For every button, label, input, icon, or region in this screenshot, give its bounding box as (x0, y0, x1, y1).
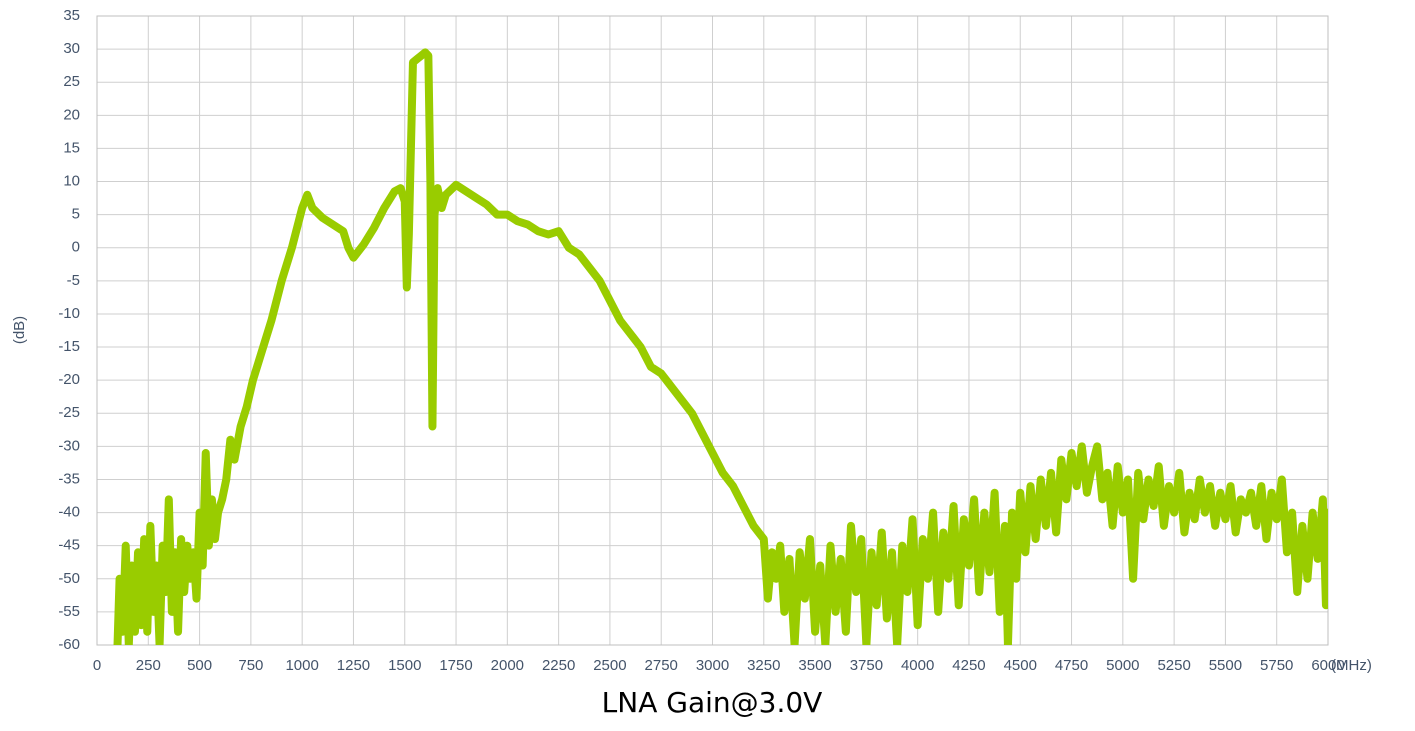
y-tick-label: 15 (63, 139, 80, 156)
x-tick-label: 1000 (285, 657, 318, 674)
data-line (113, 48, 1328, 645)
x-tick-label: 4500 (1004, 657, 1037, 674)
grid (96, 15, 1329, 646)
y-tick-label: 35 (63, 7, 80, 24)
y-tick-label: 30 (63, 40, 80, 57)
x-tick-label: 250 (136, 657, 161, 674)
x-axis-label: (MHz) (1331, 657, 1372, 674)
chart-title: LNA Gain@3.0V (602, 686, 823, 719)
x-tick-label: 4250 (952, 657, 985, 674)
y-tick-label: -25 (58, 404, 80, 421)
x-tick-label: 3500 (798, 657, 831, 674)
x-tick-label: 5250 (1157, 657, 1190, 674)
x-tick-label: 6000 (1311, 657, 1344, 674)
y-tick-label: 10 (63, 172, 80, 189)
x-tick-label: 750 (238, 657, 263, 674)
x-tick-label: 500 (187, 657, 212, 674)
y-axis-label: (dB) (11, 316, 28, 344)
y-tick-label: -5 (67, 272, 80, 289)
x-tick-label: 2250 (542, 657, 575, 674)
x-tick-label: 0 (93, 657, 101, 674)
x-tick-label: 1500 (388, 657, 421, 674)
y-tick-label: 0 (72, 239, 80, 256)
y-tick-label: -40 (58, 504, 80, 521)
x-tick-label: 1750 (439, 657, 472, 674)
x-tick-label: 2750 (645, 657, 678, 674)
x-tick-label: 4000 (901, 657, 934, 674)
x-tick-label: 5500 (1209, 657, 1242, 674)
x-tick-label: 1250 (337, 657, 370, 674)
x-tick-label: 5000 (1106, 657, 1139, 674)
x-tick-label: 5750 (1260, 657, 1293, 674)
y-tick-label: 25 (63, 73, 80, 90)
y-tick-label: -15 (58, 338, 80, 355)
x-tick-label: 3250 (747, 657, 780, 674)
y-tick-label: -10 (58, 305, 80, 322)
y-tick-label: -30 (58, 437, 80, 454)
y-tick-label: -50 (58, 570, 80, 587)
y-tick-label: 5 (72, 206, 80, 223)
x-tick-label: 2000 (491, 657, 524, 674)
x-tick-label: 3750 (850, 657, 883, 674)
plot-border (96, 15, 1329, 646)
y-tick-label: -45 (58, 537, 80, 554)
x-tick-label: 4750 (1055, 657, 1088, 674)
y-tick-label: -20 (58, 371, 80, 388)
y-tick-label: -55 (58, 603, 80, 620)
y-tick-label: 20 (63, 106, 80, 123)
x-tick-label: 3000 (696, 657, 729, 674)
y-tick-label: -35 (58, 470, 80, 487)
x-tick-label: 2500 (593, 657, 626, 674)
y-tick-label: -60 (58, 636, 80, 653)
